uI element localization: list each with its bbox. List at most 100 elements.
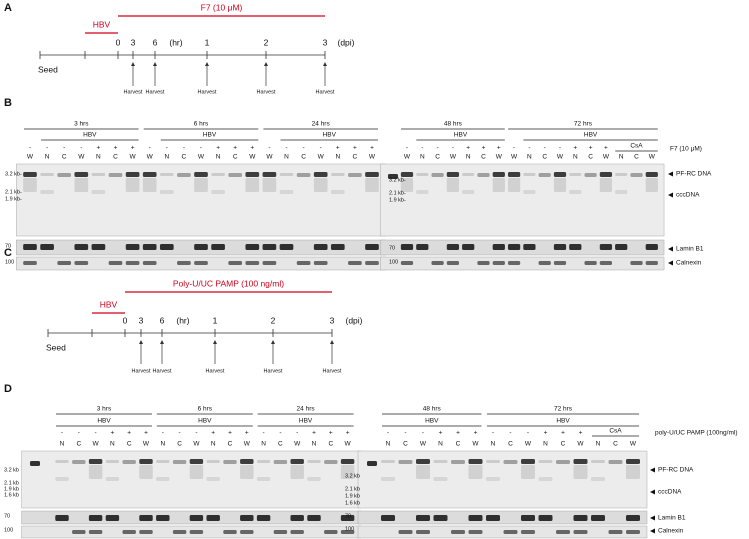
band	[307, 515, 321, 521]
band	[91, 244, 106, 250]
band	[486, 477, 500, 481]
band-label: cccDNA	[658, 489, 682, 496]
sign-label: +	[561, 430, 565, 437]
lane-label: C	[301, 154, 306, 161]
harvest-label: Harvest	[316, 89, 335, 95]
tick-label: 0	[116, 37, 121, 47]
lane-label: N	[60, 441, 65, 448]
sign-label: -	[29, 145, 31, 152]
band	[177, 173, 191, 177]
band	[503, 530, 518, 534]
band	[400, 178, 414, 192]
lane-label: N	[96, 154, 101, 161]
sign-label: -	[492, 430, 494, 437]
band	[584, 261, 597, 265]
sign-label: -	[527, 430, 529, 437]
band-label: PF-RC DNA	[658, 467, 694, 474]
time-label: 48 hrs	[444, 121, 463, 128]
size-marker: 100	[4, 527, 13, 533]
lane-label: N	[45, 154, 50, 161]
lane-label: W	[511, 154, 518, 161]
band	[142, 172, 157, 177]
sign-label: +	[245, 430, 249, 437]
sign-label: -	[544, 145, 546, 152]
tick-label: 3	[131, 37, 136, 47]
lane-label: W	[318, 154, 325, 161]
lane-label: C	[127, 441, 132, 448]
band	[108, 261, 123, 265]
band	[156, 515, 170, 521]
sign-label: -	[263, 430, 265, 437]
band	[262, 172, 277, 177]
band	[125, 172, 140, 177]
band	[615, 244, 628, 250]
time-label: 24 hrs	[312, 121, 331, 128]
sign-label: +	[544, 430, 548, 437]
panel-label: B	[4, 97, 12, 109]
lane-label: W	[577, 441, 584, 448]
blot-panel	[380, 239, 665, 256]
band	[330, 244, 345, 250]
band	[290, 459, 304, 464]
band	[486, 515, 500, 521]
band	[156, 477, 170, 481]
sign-label: +	[336, 145, 340, 152]
band	[507, 244, 521, 250]
band	[139, 515, 153, 521]
size-marker: 2.1 kb-	[389, 190, 406, 196]
band	[630, 173, 643, 177]
sign-label: +	[573, 145, 577, 152]
size-marker: 70	[5, 243, 11, 249]
size-marker: 3.2 kb-	[389, 177, 406, 183]
harvest-label: Harvest	[323, 368, 342, 374]
sign-label: -	[162, 430, 164, 437]
panel-label: D	[4, 383, 12, 395]
sign-label: +	[456, 430, 460, 437]
band	[521, 465, 535, 479]
sign-label: +	[439, 430, 443, 437]
band	[142, 244, 157, 250]
band	[74, 261, 89, 265]
lane-label: W	[244, 441, 251, 448]
band	[307, 477, 321, 481]
treatment-label: HBV	[100, 299, 118, 309]
treatment-label: HBV	[83, 132, 97, 139]
band	[538, 460, 553, 463]
blot-panel	[380, 163, 665, 237]
lane-label: C	[328, 441, 333, 448]
tick-label: 2	[264, 37, 269, 47]
band	[626, 530, 640, 534]
band	[556, 530, 570, 534]
band	[313, 244, 328, 250]
band	[324, 460, 338, 464]
band	[55, 515, 69, 521]
blot-panel	[380, 256, 665, 271]
band	[240, 459, 254, 464]
treatment-label: HBV	[425, 418, 439, 425]
size-marker: 1.9 kb	[4, 486, 19, 492]
lane-label: C	[456, 441, 461, 448]
lane-label: W	[143, 441, 150, 448]
lane-label: N	[211, 441, 216, 448]
band	[446, 178, 460, 192]
size-marker: 100	[5, 259, 14, 265]
band	[416, 190, 429, 194]
lane-label: W	[472, 441, 479, 448]
sign-label: +	[127, 430, 131, 437]
band	[296, 173, 311, 177]
lane-label: C	[353, 154, 358, 161]
band	[74, 172, 89, 177]
sign-label: +	[97, 145, 101, 152]
time-label: 72 hrs	[554, 406, 573, 413]
size-marker: 100	[345, 526, 354, 532]
lane-label: W	[294, 441, 301, 448]
size-marker: 1.9 kb-	[389, 197, 406, 203]
band	[381, 515, 395, 521]
sign-label: +	[482, 145, 486, 152]
lane-label: W	[649, 154, 656, 161]
sign-label: -	[179, 430, 181, 437]
lane-label: W	[130, 154, 137, 161]
size-marker: 2.1 kb	[4, 480, 19, 486]
label-arrow	[650, 528, 655, 534]
band	[279, 244, 294, 250]
